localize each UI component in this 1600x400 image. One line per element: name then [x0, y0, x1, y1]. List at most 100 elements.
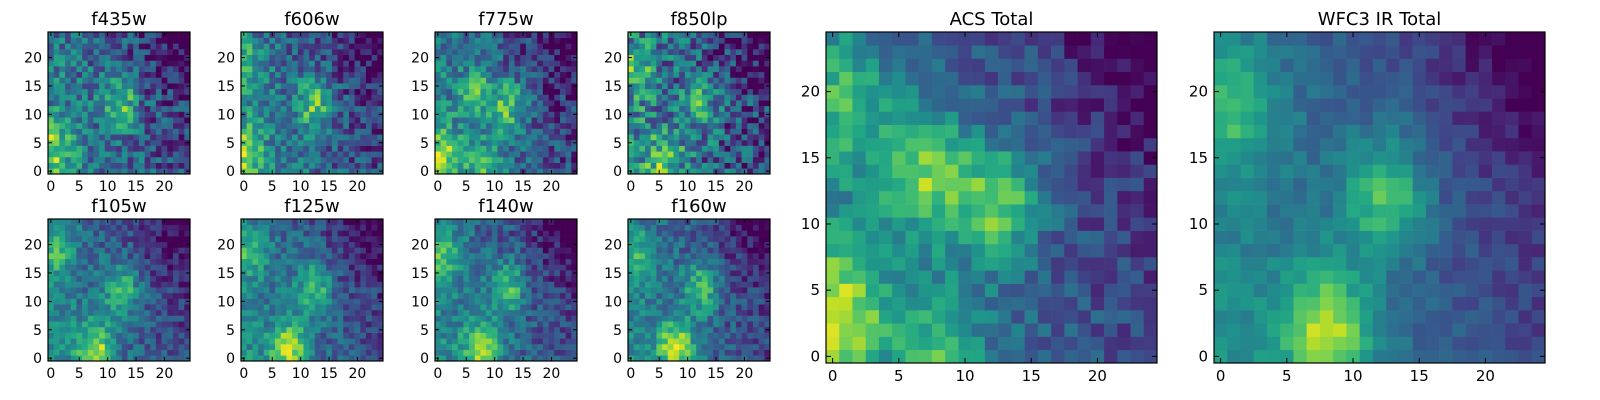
- heatmap-cell: [764, 292, 771, 299]
- heatmap-cell: [258, 287, 265, 294]
- heatmap-cell: [70, 241, 77, 248]
- heatmap-cell: [292, 77, 299, 84]
- heatmap-cell: [463, 326, 470, 333]
- heatmap-cell: [548, 83, 555, 90]
- heatmap-cell: [184, 43, 191, 50]
- heatmap-cell: [65, 128, 72, 135]
- heatmap-cell: [662, 270, 669, 277]
- heatmap-cell: [343, 128, 350, 135]
- y-tick-label: 10: [217, 107, 235, 123]
- heatmap-cell: [718, 309, 725, 316]
- heatmap-cell: [292, 241, 299, 248]
- heatmap-cell: [292, 253, 299, 260]
- heatmap-cell: [320, 258, 327, 265]
- heatmap-cell: [724, 281, 731, 288]
- heatmap-cell: [365, 122, 372, 129]
- heatmap-cell: [446, 134, 453, 141]
- heatmap-cell: [508, 60, 515, 67]
- heatmap-cell: [252, 287, 259, 294]
- heatmap-cell: [764, 321, 771, 328]
- heatmap-cell: [303, 83, 310, 90]
- heatmap-cell: [696, 49, 703, 56]
- heatmap-cell: [53, 298, 60, 305]
- heatmap-cell: [280, 66, 287, 73]
- heatmap-cell: [59, 292, 66, 299]
- heatmap-cell: [554, 219, 561, 225]
- heatmap-cell: [246, 270, 253, 277]
- heatmap-cell: [275, 105, 282, 112]
- heatmap-cell: [309, 338, 316, 345]
- heatmap-cell: [150, 241, 157, 248]
- heatmap-cell: [343, 60, 350, 67]
- heatmap-cell: [656, 287, 663, 294]
- heatmap-cell: [628, 49, 634, 56]
- heatmap-cell: [70, 168, 77, 175]
- heatmap-cell: [59, 241, 66, 248]
- heatmap-cell: [161, 43, 168, 50]
- heatmap-cell: [503, 117, 510, 124]
- heatmap-cell: [645, 139, 652, 146]
- heatmap-cell: [246, 264, 253, 271]
- heatmap-cell: [480, 236, 487, 243]
- heatmap-cell: [297, 122, 304, 129]
- heatmap-cell: [269, 156, 276, 163]
- heatmap-cell: [650, 111, 657, 118]
- heatmap-cell: [571, 258, 578, 265]
- heatmap-cell: [724, 315, 731, 322]
- heatmap-cell: [144, 230, 151, 237]
- heatmap-cell: [365, 77, 372, 84]
- heatmap-cell: [172, 105, 179, 112]
- heatmap-cell: [275, 258, 282, 265]
- heatmap-cell: [440, 139, 447, 146]
- heatmap-cell: [110, 88, 117, 95]
- heatmap-cell: [53, 88, 60, 95]
- heatmap-cell: [99, 230, 106, 237]
- heatmap-cell: [172, 258, 179, 265]
- heatmap-cell: [673, 287, 680, 294]
- x-tick-label: 0: [239, 179, 248, 195]
- heatmap-cell: [59, 71, 66, 78]
- heatmap-cell: [559, 219, 566, 225]
- heatmap-cell: [59, 122, 66, 129]
- heatmap-cell: [542, 236, 549, 243]
- heatmap-cell: [542, 338, 549, 345]
- heatmap-cell: [252, 100, 259, 107]
- heatmap-cell: [554, 315, 561, 322]
- heatmap-cell: [571, 100, 578, 107]
- heatmap-cell: [110, 247, 117, 254]
- heatmap-cell: [696, 43, 703, 50]
- heatmap-cell: [297, 111, 304, 118]
- heatmap-cell: [503, 326, 510, 333]
- heatmap-cell: [457, 264, 464, 271]
- heatmap-cell: [628, 151, 634, 158]
- heatmap-cell: [690, 100, 697, 107]
- heatmap-cell: [263, 66, 270, 73]
- heatmap-cell: [474, 326, 481, 333]
- heatmap-cell: [343, 32, 350, 38]
- heatmap-cell: [446, 32, 453, 38]
- heatmap-cell: [673, 355, 680, 362]
- heatmap-cell: [150, 349, 157, 356]
- heatmap-cell: [684, 100, 691, 107]
- heatmap-cell: [303, 105, 310, 112]
- heatmap-cell: [138, 309, 145, 316]
- heatmap-cell: [497, 105, 504, 112]
- heatmap-cell: [514, 94, 521, 101]
- heatmap-cell: [297, 326, 304, 333]
- heatmap-cell: [286, 247, 293, 254]
- heatmap-cell: [309, 94, 316, 101]
- heatmap-cell: [82, 117, 89, 124]
- heatmap-cell: [286, 105, 293, 112]
- heatmap-cell: [99, 77, 106, 84]
- heatmap-cell: [76, 151, 83, 158]
- heatmap-cell: [435, 60, 441, 67]
- heatmap-cell: [258, 309, 265, 316]
- heatmap-cell: [184, 224, 191, 231]
- heatmap-cell: [121, 100, 128, 107]
- heatmap-cell: [178, 139, 185, 146]
- heatmap-cell: [275, 100, 282, 107]
- heatmap-cell: [116, 88, 123, 95]
- heatmap-cell: [559, 71, 566, 78]
- heatmap-cell: [371, 151, 378, 158]
